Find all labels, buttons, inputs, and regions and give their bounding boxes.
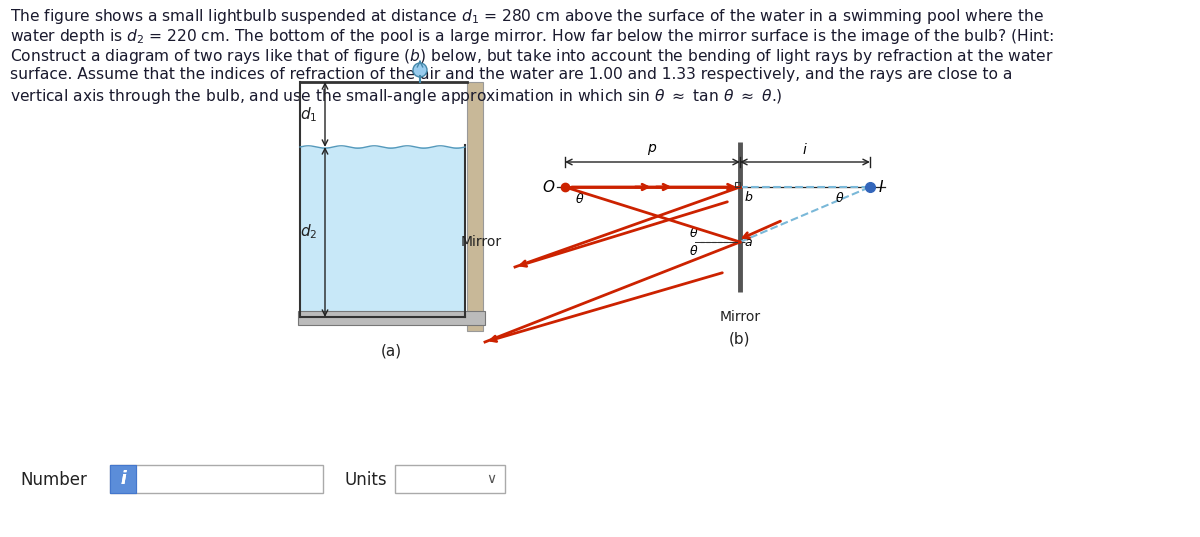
Bar bbox=[734, 182, 740, 187]
Text: i: i bbox=[120, 470, 126, 488]
Text: Construct a diagram of two rays like that of figure ($b$) below, but take into a: Construct a diagram of two rays like tha… bbox=[10, 47, 1054, 66]
Text: $a$: $a$ bbox=[744, 236, 752, 249]
Text: vertical axis through the bulb, and use the small-angle approximation in which s: vertical axis through the bulb, and use … bbox=[10, 87, 782, 106]
Text: surface. Assume that the indices of refraction of the air and the water are 1.00: surface. Assume that the indices of refr… bbox=[10, 67, 1013, 82]
Text: ∨: ∨ bbox=[486, 472, 496, 486]
Bar bbox=[110, 465, 136, 493]
Text: $d_1$: $d_1$ bbox=[300, 105, 317, 124]
Text: Number: Number bbox=[20, 471, 86, 489]
Bar bbox=[298, 311, 485, 325]
Text: $\theta$: $\theta$ bbox=[835, 191, 845, 205]
Text: (a): (a) bbox=[380, 343, 402, 358]
Text: $\theta$: $\theta$ bbox=[689, 244, 698, 258]
Text: Mirror: Mirror bbox=[461, 235, 502, 249]
Text: $b$: $b$ bbox=[744, 190, 754, 204]
Text: water depth is $d_2$ = 220 cm. The bottom of the pool is a large mirror. How far: water depth is $d_2$ = 220 cm. The botto… bbox=[10, 27, 1055, 46]
Bar bbox=[395, 465, 505, 493]
Bar bbox=[110, 465, 136, 493]
Text: (b): (b) bbox=[730, 332, 751, 347]
Circle shape bbox=[413, 63, 427, 77]
Bar bbox=[110, 465, 323, 493]
Text: Mirror: Mirror bbox=[720, 310, 761, 324]
Text: i: i bbox=[120, 470, 126, 488]
Text: $p$: $p$ bbox=[647, 142, 658, 157]
Bar bbox=[300, 147, 466, 317]
Bar bbox=[467, 82, 482, 331]
Text: Units: Units bbox=[346, 471, 388, 489]
Text: $\theta$: $\theta$ bbox=[575, 192, 584, 206]
Text: $I$: $I$ bbox=[878, 179, 884, 195]
Text: $i$: $i$ bbox=[802, 142, 808, 157]
Text: $\theta$: $\theta$ bbox=[689, 226, 698, 240]
Text: $O$: $O$ bbox=[541, 179, 554, 195]
Text: $d_2$: $d_2$ bbox=[300, 223, 317, 241]
Text: The figure shows a small lightbulb suspended at distance $d_1$ = 280 cm above th: The figure shows a small lightbulb suspe… bbox=[10, 7, 1044, 26]
